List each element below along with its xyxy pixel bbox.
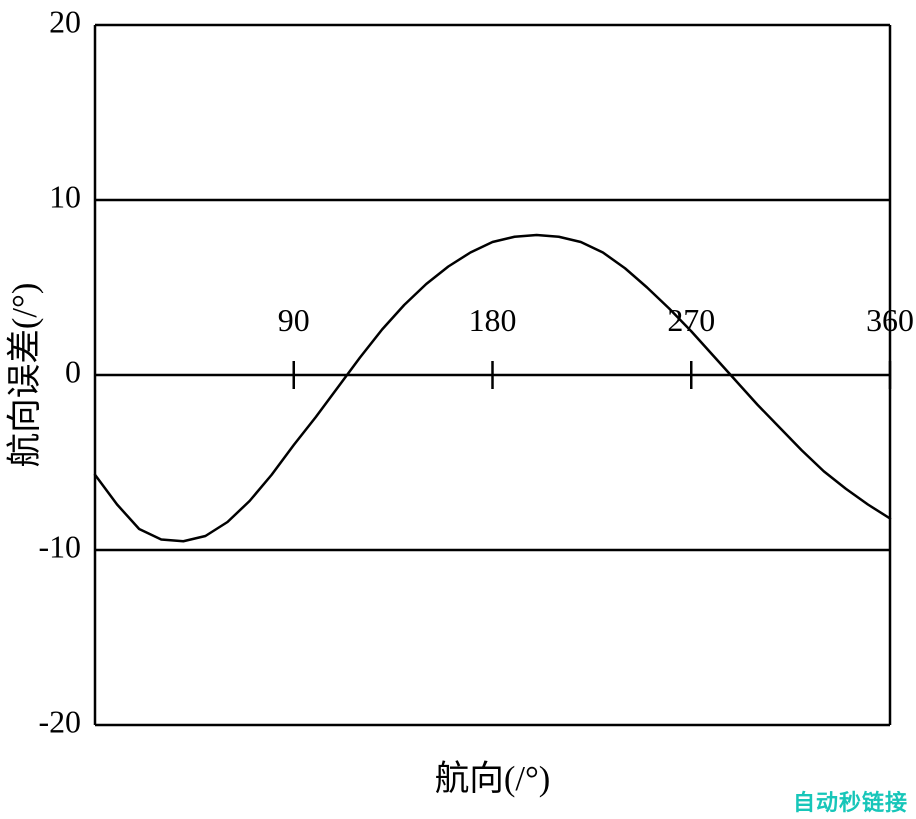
- x-tick-label: 90: [278, 303, 310, 338]
- x-tick-label: 360: [866, 303, 914, 338]
- heading-error-chart: 20100-10-2090180270360航向(/°)航向误差(/°): [0, 0, 916, 819]
- y-tick-label: -20: [38, 704, 81, 739]
- y-tick-label: 0: [65, 354, 81, 389]
- watermark-text: 自动秒链接: [793, 785, 908, 817]
- y-tick-label: 20: [49, 4, 81, 39]
- y-axis-label: 航向误差(/°): [6, 283, 44, 468]
- y-tick-label: 10: [49, 179, 81, 214]
- x-axis-label: 航向(/°): [435, 760, 551, 798]
- x-tick-label: 180: [469, 303, 517, 338]
- y-tick-label: -10: [38, 529, 81, 564]
- chart-container: 20100-10-2090180270360航向(/°)航向误差(/°) 自动秒…: [0, 0, 916, 819]
